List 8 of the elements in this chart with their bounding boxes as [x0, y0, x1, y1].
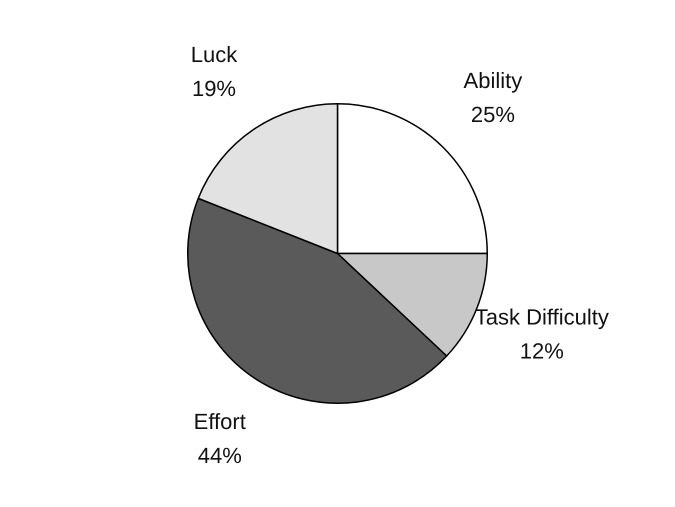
slice-label: Effort [194, 409, 246, 434]
data-label: 44% [198, 443, 242, 468]
data-label: 19% [192, 76, 236, 101]
slice-label: Luck [190, 42, 238, 67]
slice-label: Ability [464, 68, 522, 94]
data-label: 25% [470, 102, 515, 128]
slice-label: Task Difficulty [474, 304, 609, 330]
data-label: 12% [520, 338, 564, 364]
